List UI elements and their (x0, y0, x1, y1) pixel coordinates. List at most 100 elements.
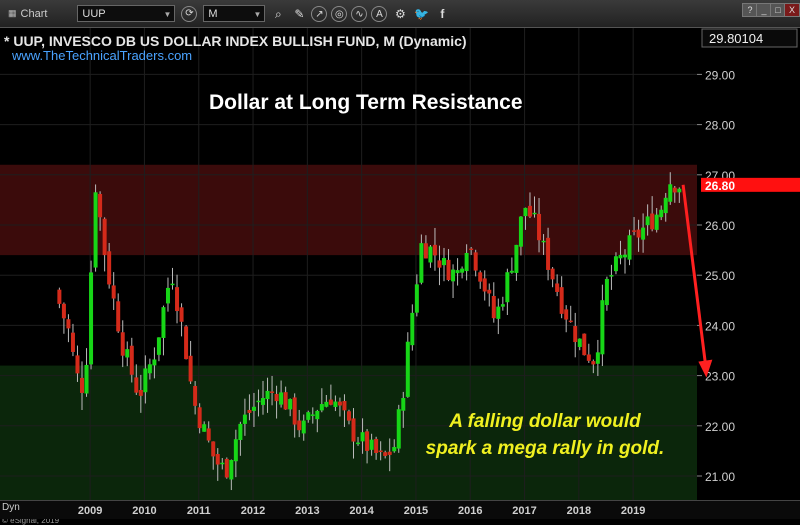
candle-body (292, 397, 297, 425)
top-price-box: 29.80104 (701, 28, 798, 48)
time-axis: Dyn 2009 2010 2011 2012 2013 2014 2015 2016 2017… (0, 500, 800, 519)
candle-body (356, 442, 361, 445)
chart-area[interactable]: 21.00 22.00 23.00 24.00 25.00 26.00 27.00 28.00… (0, 28, 800, 525)
twitter-icon[interactable]: 🐦 (413, 6, 429, 21)
close-button[interactable]: X (784, 3, 800, 17)
candle-body (577, 338, 582, 347)
candle (89, 260, 94, 370)
symbol-input[interactable]: UUP ▼ (77, 5, 176, 22)
facebook-icon[interactable]: f (440, 6, 445, 21)
candle (75, 345, 80, 382)
candle-body (623, 254, 628, 258)
candle (156, 337, 161, 362)
price-chart[interactable]: 21.0022.0023.0024.0025.0026.0027.0028.00… (0, 28, 800, 500)
x-tick-label: 2018 (567, 505, 591, 517)
interval-dropdown-icon[interactable]: ▼ (253, 10, 262, 19)
candle (374, 436, 379, 460)
dyn-label: Dyn (2, 502, 20, 513)
last-price-tag: 26.80 (701, 177, 800, 193)
chart-toolbar: ▦ Chart UUP ▼ ⟳ M ▼ ⌕ ✎ ↗ ◎ ∿ A ⚙ 🐦 f ? _ … (0, 0, 800, 28)
candle-body (446, 259, 451, 281)
candle (84, 348, 89, 397)
candle-body (632, 230, 637, 232)
candle (229, 459, 234, 491)
candle (451, 264, 456, 299)
x-axis-ticks: 2009 2010 2011 2012 2013 2014 2015 2016 2017 2018… (78, 505, 645, 517)
candle (283, 386, 288, 410)
candle (564, 305, 569, 333)
candle-body (546, 237, 551, 270)
last-price-label: 26.80 (705, 179, 735, 193)
search-icon[interactable]: ⌕ (275, 6, 282, 21)
target-icon[interactable]: ◎ (331, 5, 348, 22)
interval-input[interactable]: M ▼ (203, 5, 266, 22)
candle-body (134, 377, 139, 393)
candle (206, 421, 211, 443)
candle (600, 284, 605, 367)
candle (270, 375, 275, 406)
candle-body (229, 459, 234, 480)
candle-body (202, 424, 207, 432)
x-tick-label: 2012 (241, 505, 265, 517)
candle (288, 398, 293, 417)
text-icon[interactable]: A (371, 5, 388, 22)
candle-body (500, 304, 505, 307)
candle (663, 192, 668, 222)
candle-body (147, 364, 152, 374)
candle-body (595, 352, 600, 364)
candle (116, 293, 121, 333)
wave-icon[interactable]: ∿ (351, 5, 368, 22)
candle-body (80, 377, 85, 393)
cursor-icon[interactable]: ↗ (311, 5, 328, 22)
gold-note: A falling dollar would spark a mega rall… (385, 408, 705, 462)
candle-body (265, 390, 270, 400)
candle-body (125, 349, 130, 358)
candle-body (573, 326, 578, 343)
gold-note-line-1: A falling dollar would (449, 411, 641, 432)
candle-body (419, 243, 424, 283)
candle-body (374, 438, 379, 453)
candle (324, 394, 329, 408)
candle-body (184, 326, 189, 360)
candle (527, 192, 532, 219)
candle (93, 184, 98, 272)
candle-body (297, 420, 302, 431)
candle-body (559, 287, 564, 314)
candle-body (175, 287, 180, 312)
y-tick-label: 26.00 (705, 219, 735, 233)
symbol-value: UUP (82, 8, 106, 20)
candle-body (328, 399, 333, 405)
candle (80, 361, 85, 410)
candle-body (414, 284, 419, 313)
symbol-dropdown-icon[interactable]: ▼ (163, 10, 172, 19)
candle-body (369, 439, 374, 450)
candle-body (333, 401, 338, 407)
candle (170, 267, 175, 290)
candle-body (75, 355, 80, 374)
candle-body (342, 400, 347, 411)
candle (537, 198, 542, 253)
candle-body (274, 393, 279, 402)
candle (129, 337, 134, 383)
candle (609, 264, 614, 290)
candle (297, 409, 302, 438)
candle-body (442, 257, 447, 266)
x-tick-label: 2013 (295, 505, 319, 517)
y-tick-label: 29.00 (705, 68, 735, 82)
candle (632, 217, 637, 236)
candle (392, 439, 397, 453)
candle-body (211, 441, 216, 457)
candle-body (460, 268, 465, 273)
pencil-icon[interactable]: ✎ (294, 6, 305, 21)
y-axis-ticks: 21.0022.0023.0024.0025.0026.0027.0028.00… (697, 28, 798, 484)
candle (193, 381, 198, 415)
candle-body (600, 300, 605, 355)
x-tick-label: 2011 (187, 505, 211, 517)
tools-icon[interactable]: ⚙ (395, 6, 406, 21)
candle (102, 217, 107, 272)
refresh-icon[interactable]: ⟳ (181, 5, 198, 22)
y-tick-label: 21.00 (705, 470, 735, 484)
chart-url[interactable]: www.TheTechnicalTraders.com (12, 48, 193, 63)
chart-window-label: Chart (20, 7, 48, 20)
candle-body (346, 411, 351, 421)
